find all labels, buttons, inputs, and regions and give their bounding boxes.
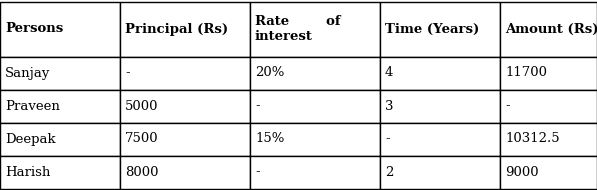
Bar xyxy=(380,2,500,56)
Text: Persons: Persons xyxy=(5,22,63,36)
Text: 4: 4 xyxy=(385,66,393,79)
Text: Harish: Harish xyxy=(5,165,50,178)
Bar xyxy=(500,155,597,188)
Bar xyxy=(500,2,597,56)
Text: Time (Years): Time (Years) xyxy=(385,22,479,36)
Bar xyxy=(250,56,380,89)
Bar xyxy=(120,2,250,56)
Bar xyxy=(0,89,120,123)
Bar xyxy=(380,56,500,89)
Text: Principal (Rs): Principal (Rs) xyxy=(125,22,228,36)
Text: -: - xyxy=(255,100,260,112)
Text: 10312.5: 10312.5 xyxy=(505,132,559,146)
Text: 3: 3 xyxy=(385,100,393,112)
Bar xyxy=(380,89,500,123)
Text: 7500: 7500 xyxy=(125,132,159,146)
Text: Sanjay: Sanjay xyxy=(5,66,50,79)
Text: Deepak: Deepak xyxy=(5,132,56,146)
Bar xyxy=(0,56,120,89)
Text: -: - xyxy=(385,132,390,146)
Bar xyxy=(0,2,120,56)
Bar xyxy=(250,123,380,155)
Bar xyxy=(380,123,500,155)
Text: Praveen: Praveen xyxy=(5,100,60,112)
Bar xyxy=(500,123,597,155)
Bar xyxy=(250,2,380,56)
Text: -: - xyxy=(255,165,260,178)
Text: Amount (Rs): Amount (Rs) xyxy=(505,22,597,36)
Text: 9000: 9000 xyxy=(505,165,538,178)
Text: 8000: 8000 xyxy=(125,165,158,178)
Bar xyxy=(380,155,500,188)
Bar xyxy=(500,56,597,89)
Text: 20%: 20% xyxy=(255,66,284,79)
Bar xyxy=(0,155,120,188)
Text: 15%: 15% xyxy=(255,132,284,146)
Bar xyxy=(120,89,250,123)
Bar xyxy=(0,123,120,155)
Text: 5000: 5000 xyxy=(125,100,158,112)
Bar xyxy=(120,123,250,155)
Text: 2: 2 xyxy=(385,165,393,178)
Text: Rate        of
interest: Rate of interest xyxy=(255,15,340,43)
Text: -: - xyxy=(125,66,130,79)
Bar xyxy=(250,155,380,188)
Bar xyxy=(120,155,250,188)
Bar xyxy=(120,56,250,89)
Bar xyxy=(500,89,597,123)
Text: 11700: 11700 xyxy=(505,66,547,79)
Text: -: - xyxy=(505,100,510,112)
Bar xyxy=(250,89,380,123)
